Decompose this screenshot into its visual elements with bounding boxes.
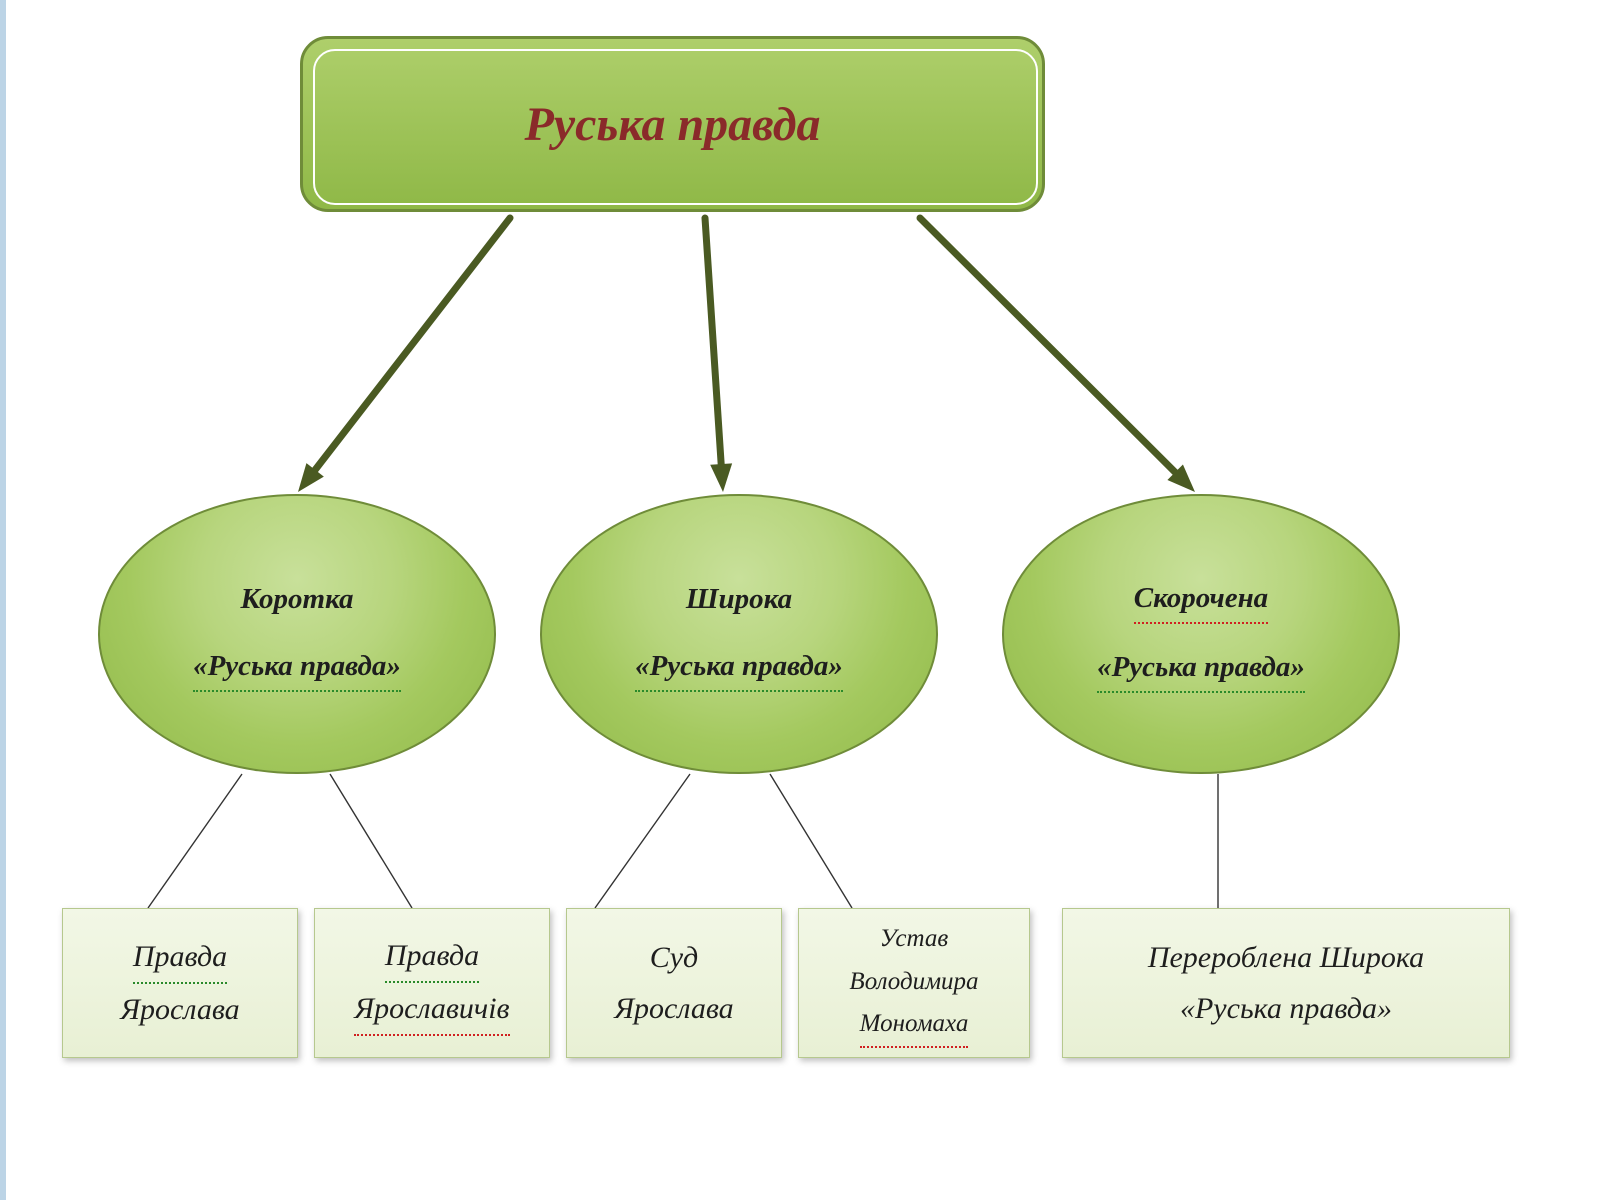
ellipse-short: Коротка «Руська правда» (98, 494, 496, 774)
leaf-pravda-yaroslava-line2: Ярослава (120, 984, 239, 1035)
ellipse-abridged-line2: «Руська правда» (1097, 644, 1305, 692)
leaf-pravda-yaroslavychiv-line1: Правда (385, 930, 479, 983)
leaf-ustav-monomakha: УставВолодимираМономаха (798, 908, 1030, 1058)
leaf-sud-yaroslava-line1: Суд (650, 932, 698, 983)
leaf-sud-yaroslava: СудЯрослава (566, 908, 782, 1058)
ellipse-short-line2: «Руська правда» (193, 643, 401, 691)
leaf-connectors (148, 774, 1218, 908)
leaf-pravda-yaroslavychiv-line2: Ярославичів (354, 983, 509, 1036)
root-arrows (298, 218, 1195, 492)
leaf-pereroblena-line1: Перероблена Широка (1148, 932, 1424, 983)
leaf-sud-yaroslava-line2: Ярослава (614, 983, 733, 1034)
ellipse-abridged-line1: Скорочена (1134, 575, 1268, 623)
root-title: Руська правда (524, 97, 820, 152)
leaf-ustav-monomakha-line2: Володимира (849, 961, 978, 1004)
ellipse-wide-line2: «Руська правда» (635, 643, 843, 691)
leaf-pravda-yaroslava: ПравдаЯрослава (62, 908, 298, 1058)
leaf-ustav-monomakha-line3: Мономаха (860, 1003, 969, 1048)
left-margin-strip (0, 0, 6, 1200)
leaf-pravda-yaroslava-line1: Правда (133, 931, 227, 984)
leaf-pravda-yaroslavychiv: ПравдаЯрославичів (314, 908, 550, 1058)
leaf-pereroblena-line2: «Руська правда» (1180, 983, 1392, 1034)
ellipse-wide-line1: Широка (686, 576, 792, 622)
root-node: Руська правда (300, 36, 1045, 212)
leaf-pereroblena: Перероблена Широка«Руська правда» (1062, 908, 1510, 1058)
ellipse-wide: Широка «Руська правда» (540, 494, 938, 774)
leaf-ustav-monomakha-line1: Устав (880, 918, 948, 961)
ellipse-abridged: Скорочена «Руська правда» (1002, 494, 1400, 774)
ellipse-short-line1: Коротка (240, 576, 353, 622)
